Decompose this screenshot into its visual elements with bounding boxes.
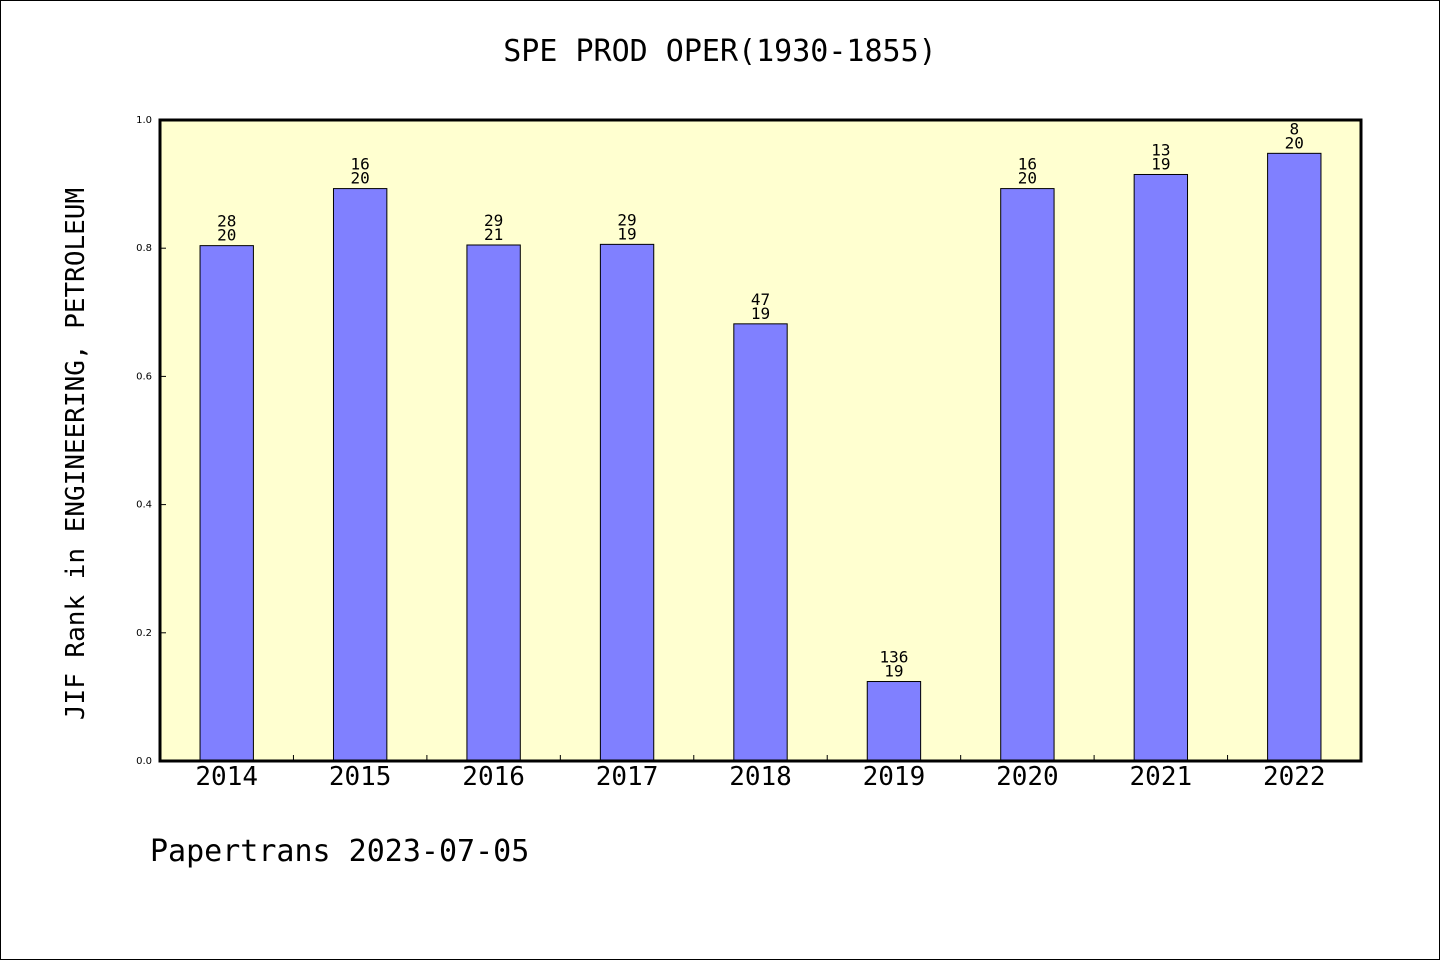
bar — [1000, 188, 1055, 762]
bar-label-rank: 8 — [1289, 119, 1299, 138]
bar — [599, 243, 655, 762]
bar-label-rank: 47 — [751, 290, 770, 309]
x-category-label: 2017 — [596, 762, 659, 792]
bar-label-total: 21 — [484, 225, 503, 244]
bar-label-rank: 16 — [1018, 155, 1037, 174]
x-category-label: 2016 — [462, 762, 525, 792]
bar — [1133, 173, 1189, 762]
x-category-label: 2014 — [195, 762, 258, 792]
bar — [332, 188, 388, 762]
bar-label-total: 19 — [617, 224, 636, 243]
bar — [866, 681, 922, 762]
y-tick-label: 0.8 — [136, 243, 152, 254]
x-category-label: 2019 — [863, 762, 926, 792]
y-tick-label: 0.6 — [136, 371, 152, 382]
bar — [733, 323, 788, 762]
x-category-label: 2022 — [1263, 762, 1326, 792]
x-category-label: 2020 — [996, 762, 1059, 792]
bar-label-total: 19 — [751, 304, 770, 323]
bar-label-total: 20 — [351, 169, 370, 188]
bar-label-rank: 16 — [351, 155, 370, 174]
x-category-label: 2021 — [1130, 762, 1193, 792]
plot-border — [158, 118, 1363, 763]
bar-label-total: 20 — [1018, 169, 1037, 188]
y-tick-label: 1.0 — [136, 115, 152, 126]
bar-label-total: 19 — [884, 662, 903, 681]
bar-label-total: 20 — [1285, 133, 1304, 152]
bar — [199, 245, 254, 762]
footer-credit: Papertrans 2023-07-05 — [150, 834, 530, 869]
bar-label-rank: 29 — [617, 210, 636, 229]
bar-label-rank: 13 — [1151, 140, 1170, 159]
bar-label-rank: 29 — [484, 211, 503, 230]
bar-label-total: 19 — [1151, 154, 1170, 173]
bar-label-rank: 136 — [879, 648, 908, 667]
bar-label-rank: 28 — [217, 212, 236, 231]
x-category-label: 2018 — [729, 762, 792, 792]
y-tick-label: 0.0 — [136, 756, 152, 767]
y-tick-label: 0.4 — [136, 500, 152, 511]
x-category-label: 2015 — [329, 762, 392, 792]
bar — [466, 244, 521, 762]
chart-title: SPE PROD OPER(1930-1855) — [503, 34, 937, 69]
bar — [1267, 152, 1322, 762]
bar-label-total: 20 — [217, 226, 236, 245]
y-tick-label: 0.2 — [136, 628, 152, 639]
